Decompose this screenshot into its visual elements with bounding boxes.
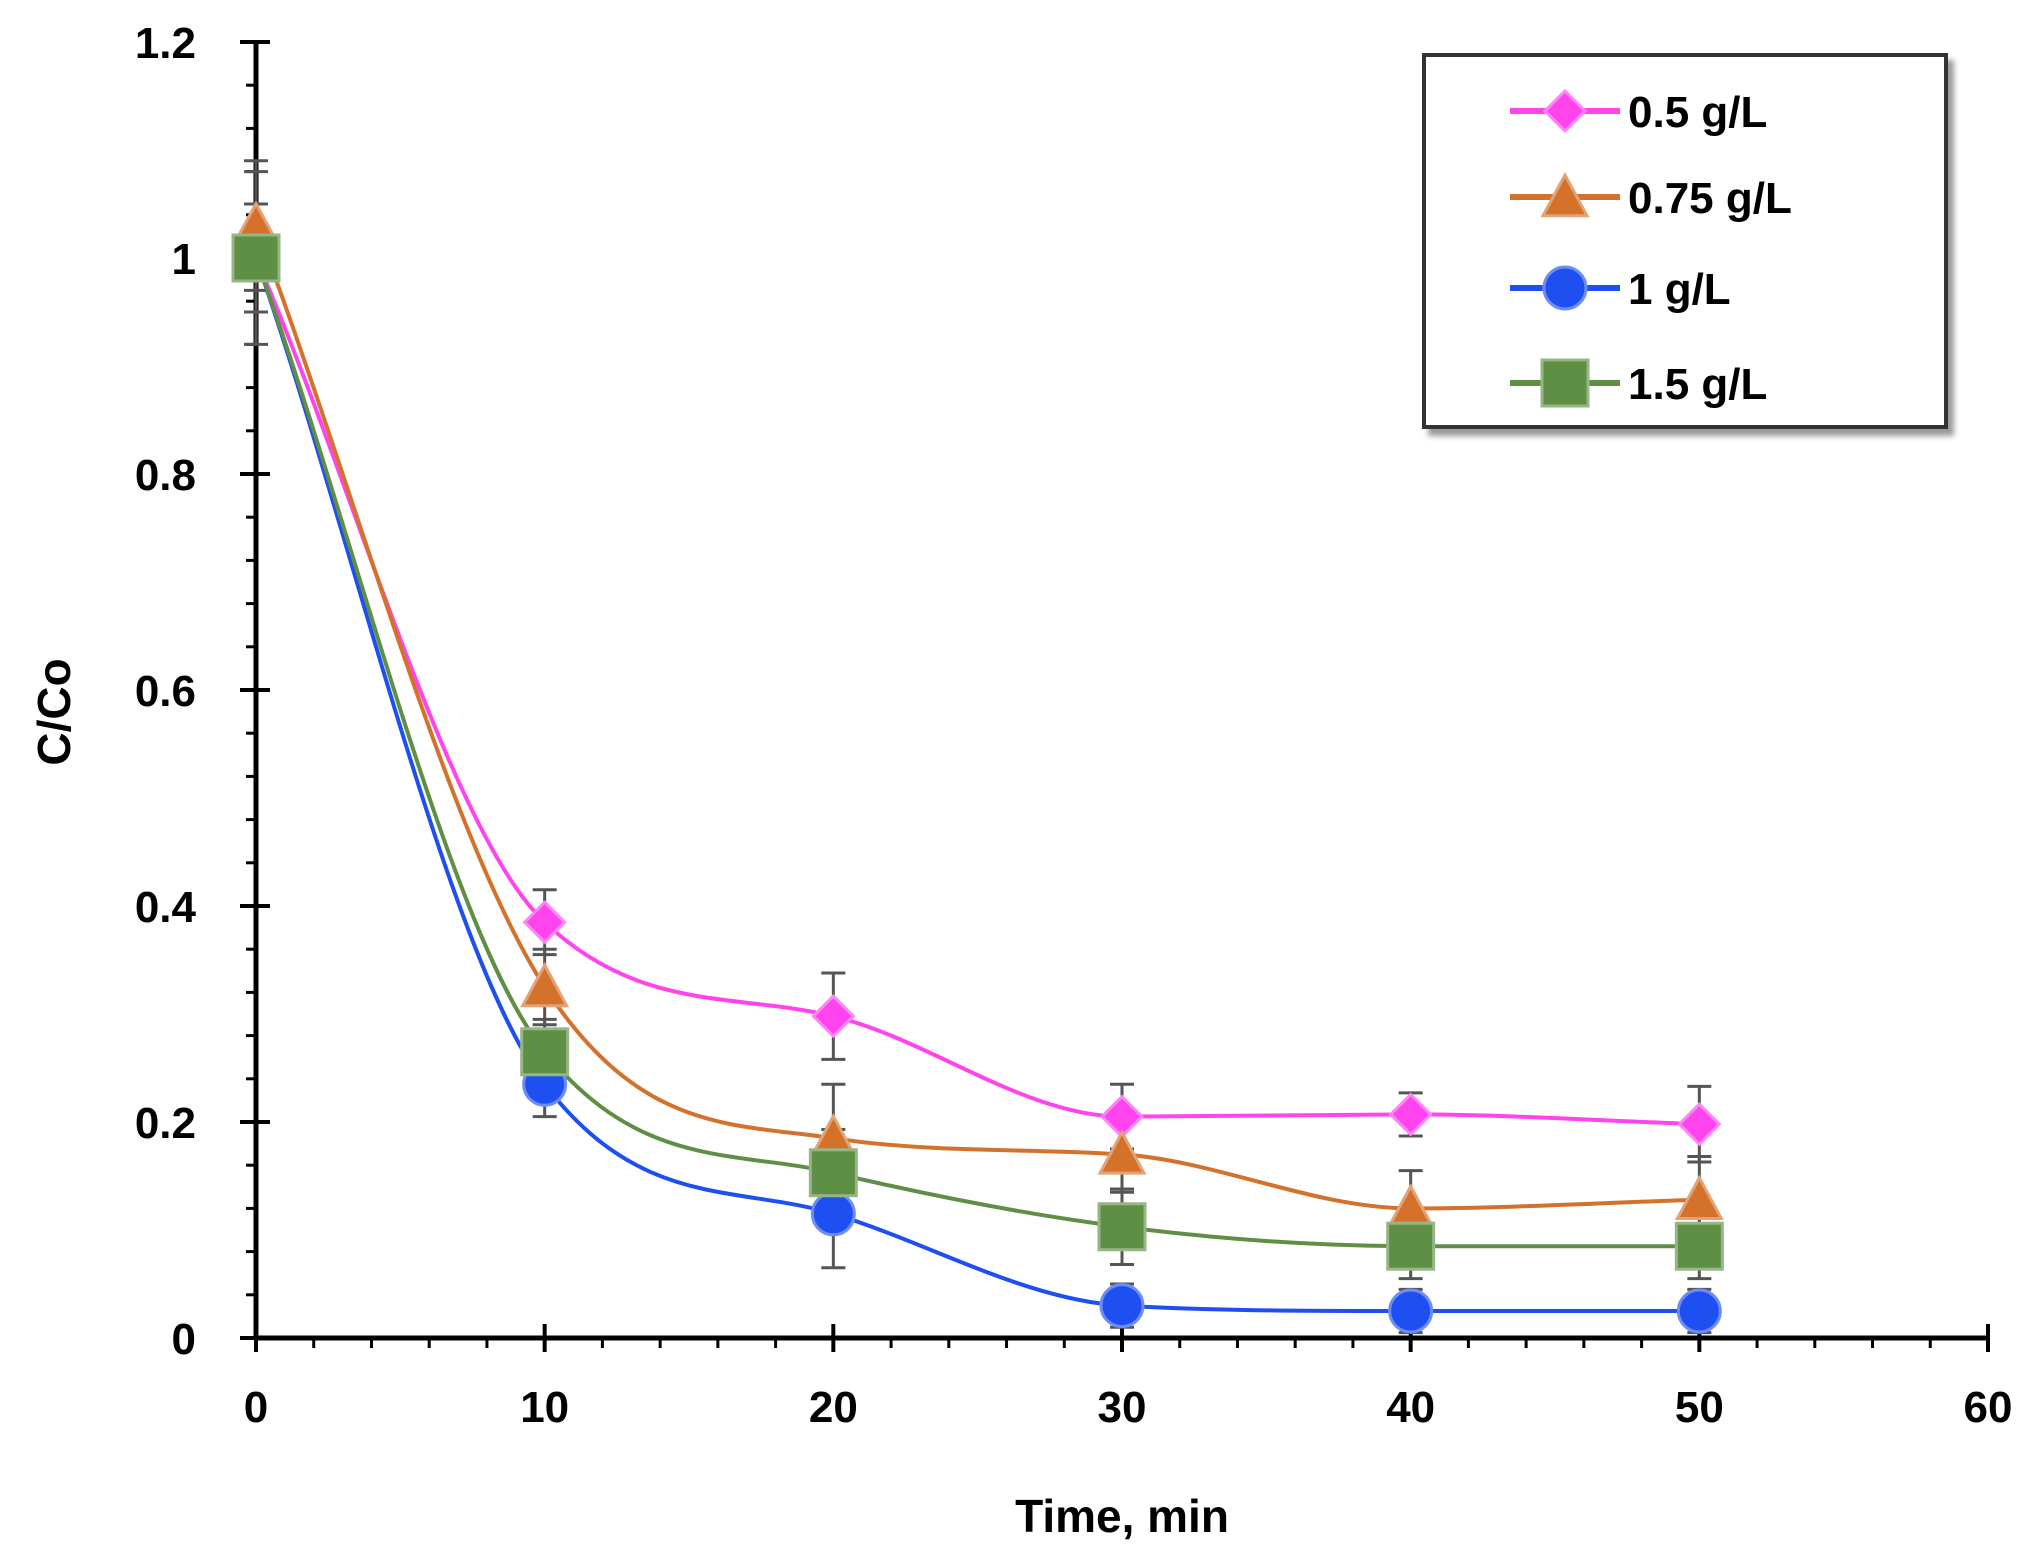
- y-axis-title: C/Co: [28, 658, 80, 765]
- legend-label-0-5-g-l: 0.5 g/L: [1628, 88, 1767, 137]
- legend-symbol-0-5-g-l: [1542, 88, 1588, 134]
- legend-marker-1-5-g-l: [1540, 358, 1590, 408]
- data-point-0-5-g-l-10: [522, 900, 567, 945]
- x-tick-label: 10: [520, 1383, 569, 1432]
- data-point-1-g-l-50: [1676, 1288, 1722, 1334]
- data-point-1-g-l-30: [1099, 1283, 1145, 1329]
- legend-symbol-1-5-g-l: [1540, 358, 1590, 408]
- y-tick-label: 1.2: [135, 19, 196, 68]
- data-point-1-5-g-l-40: [1386, 1221, 1436, 1271]
- x-tick-label: 50: [1675, 1383, 1724, 1432]
- legend-label-0-75-g-l: 0.75 g/L: [1628, 174, 1792, 223]
- data-point-1-5-g-l-0: [231, 233, 281, 283]
- x-tick-label: 40: [1386, 1383, 1435, 1432]
- legend-item-0-75-g-l: 0.75 g/L: [1510, 171, 1792, 223]
- legend-label-1-5-g-l: 1.5 g/L: [1628, 360, 1767, 409]
- x-tick-label: 20: [809, 1383, 858, 1432]
- data-point-1-g-l-20: [810, 1191, 856, 1237]
- data-point-1-5-g-l-30: [1097, 1202, 1147, 1252]
- data-point-0-75-g-l-10: [520, 961, 570, 1008]
- data-point-1-g-l-40: [1388, 1288, 1434, 1334]
- data-point-0-75-g-l-50: [1674, 1174, 1724, 1220]
- y-tick-label: 0: [172, 1315, 196, 1364]
- x-axis-title: Time, min: [1015, 1490, 1229, 1542]
- legend-item-0-5-g-l: 0.5 g/L: [1510, 88, 1767, 137]
- data-point-0-5-g-l-40: [1388, 1092, 1433, 1137]
- legend-item-1-5-g-l: 1.5 g/L: [1510, 358, 1767, 409]
- legend: 0.5 g/L 0.75 g/L 1 g/L 1.5 g/L: [1422, 53, 1948, 429]
- data-point-1-5-g-l-50: [1674, 1221, 1724, 1271]
- data-point-0-5-g-l-20: [811, 994, 856, 1039]
- legend-item-1-g-l: 1 g/L: [1510, 265, 1731, 314]
- data-point-0-5-g-l-50: [1677, 1102, 1722, 1147]
- x-tick-label: 60: [1964, 1383, 2013, 1432]
- data-point-0-75-g-l-30: [1097, 1129, 1147, 1175]
- y-tick-label: 0.6: [135, 667, 196, 716]
- x-tick-label: 0: [244, 1383, 268, 1432]
- y-tick-label: 0.4: [135, 883, 197, 932]
- legend-symbol-0-75-g-l: [1540, 171, 1590, 218]
- data-point-1-5-g-l-10: [520, 1027, 570, 1077]
- x-tick-label: 30: [1098, 1383, 1147, 1432]
- legend-label-1-g-l: 1 g/L: [1628, 265, 1731, 314]
- legend-marker-0-5-g-l: [1542, 88, 1588, 134]
- legend-box: [1422, 53, 1948, 429]
- legend-symbol-1-g-l: [1542, 265, 1588, 311]
- series-markers: [231, 200, 1724, 1334]
- legend-marker-1-g-l: [1542, 265, 1588, 311]
- y-tick-label: 0.2: [135, 1099, 196, 1148]
- y-tick-label: 1: [172, 235, 196, 284]
- y-tick-label: 0.8: [135, 451, 196, 500]
- data-point-1-5-g-l-20: [808, 1148, 858, 1198]
- legend-marker-0-75-g-l: [1540, 171, 1590, 218]
